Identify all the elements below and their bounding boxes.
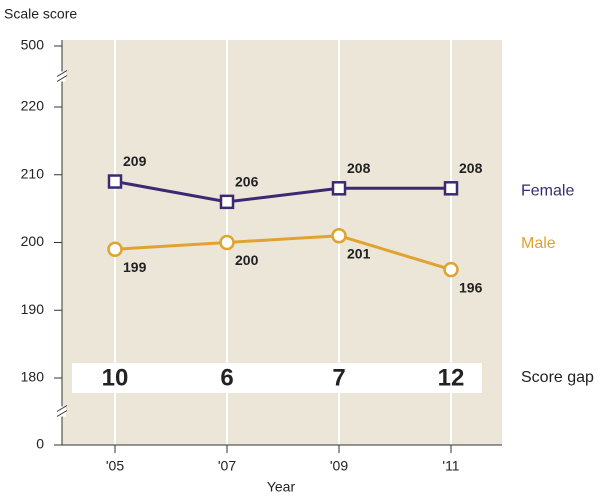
series-line — [114, 180, 451, 204]
x-tick-label: '09 — [330, 458, 348, 474]
score-gap-value: 12 — [438, 364, 465, 391]
score-gap-value: 10 — [102, 364, 129, 391]
marker — [331, 227, 347, 244]
score-gap-value: 7 — [332, 364, 345, 391]
axis-break-gap — [58, 71, 66, 82]
x-tick-label: '05 — [106, 458, 124, 474]
y-tick-label: 210 — [21, 165, 45, 181]
marker — [107, 174, 123, 189]
y-tick-label: 220 — [21, 98, 45, 114]
data-label: 196 — [459, 279, 483, 295]
marker — [331, 181, 347, 196]
marker — [443, 261, 459, 278]
marker — [443, 181, 459, 196]
data-label: 199 — [123, 259, 147, 275]
series-line — [114, 234, 452, 272]
marker — [107, 241, 123, 258]
score-gap-band — [72, 363, 482, 393]
marker — [219, 234, 235, 251]
axis-break — [56, 410, 68, 417]
axis-break — [56, 75, 68, 82]
y-axis-label: Scale score — [4, 6, 77, 22]
data-label: 208 — [347, 160, 371, 176]
data-label: 201 — [347, 245, 371, 261]
y-tick-label: 190 — [21, 301, 45, 317]
score-gap-label: Score gap — [521, 369, 594, 386]
data-label: 209 — [123, 153, 147, 169]
x-axis-label: Year — [267, 479, 296, 495]
data-label: 208 — [459, 160, 483, 176]
y-tick-label: 180 — [21, 369, 45, 385]
axis-break-gap — [58, 406, 66, 417]
x-tick-label: '11 — [442, 458, 459, 474]
marker — [219, 194, 235, 210]
y-tick-label: 0 — [36, 436, 44, 452]
legend-label: Male — [521, 235, 556, 252]
data-label: 200 — [235, 252, 259, 268]
legend-label: Female — [521, 183, 574, 200]
data-label: 206 — [235, 174, 259, 190]
axis-break — [56, 405, 68, 412]
axis-break — [56, 70, 68, 77]
y-tick-label: 500 — [21, 37, 45, 53]
score-gap-value: 6 — [220, 364, 233, 391]
y-tick-label: 200 — [21, 233, 45, 249]
x-tick-label: '07 — [218, 458, 236, 474]
